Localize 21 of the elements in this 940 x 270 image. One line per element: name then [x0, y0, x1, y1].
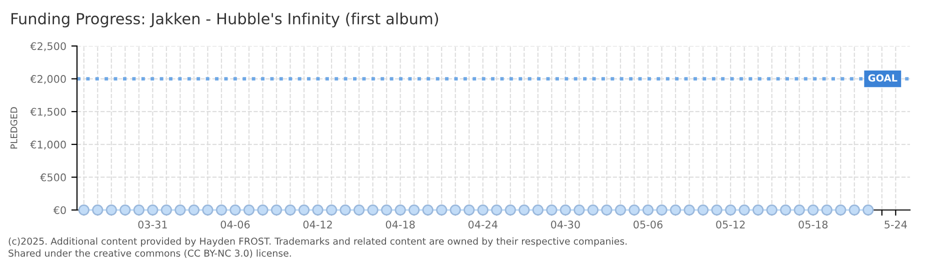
x-tick-label: 04-24 — [468, 220, 498, 228]
x-tick-label: 05-18 — [798, 220, 828, 228]
y-tick-label: €1,500 — [30, 108, 66, 117]
y-tick-label: €0 — [53, 206, 66, 214]
y-tick-label: €500 — [40, 173, 66, 182]
y-tick-label: €2,500 — [30, 42, 66, 52]
chart-title: Funding Progress: Jakken - Hubble's Infinity (first album) — [12, 12, 438, 28]
x-tick-label: 04-12 — [303, 220, 332, 228]
x-tick-label: 03-31 — [138, 220, 167, 228]
y-tick-label: €1,000 — [30, 140, 66, 150]
x-tick-label: 05-12 — [716, 220, 745, 228]
x-tick-label: 04-18 — [386, 220, 415, 228]
y-tick-label: €2,000 — [30, 75, 66, 84]
ref-line-label: GOAL — [868, 74, 898, 82]
x-tick-label: 04-30 — [551, 220, 580, 228]
y-axis-title: PLEDGED — [10, 107, 18, 149]
text: Shared under the creative commons (CC BY-NC 3.0) license. — [8, 249, 291, 258]
x-tick-label: 5-24 — [884, 220, 907, 228]
text: (c)2025. Additional content provided by Hayden FROST. Trademarks and related content are owned by their respective companies. — [8, 237, 627, 247]
x-tick-label: 05-06 — [634, 220, 662, 228]
x-tick-label: 04-06 — [220, 220, 250, 228]
